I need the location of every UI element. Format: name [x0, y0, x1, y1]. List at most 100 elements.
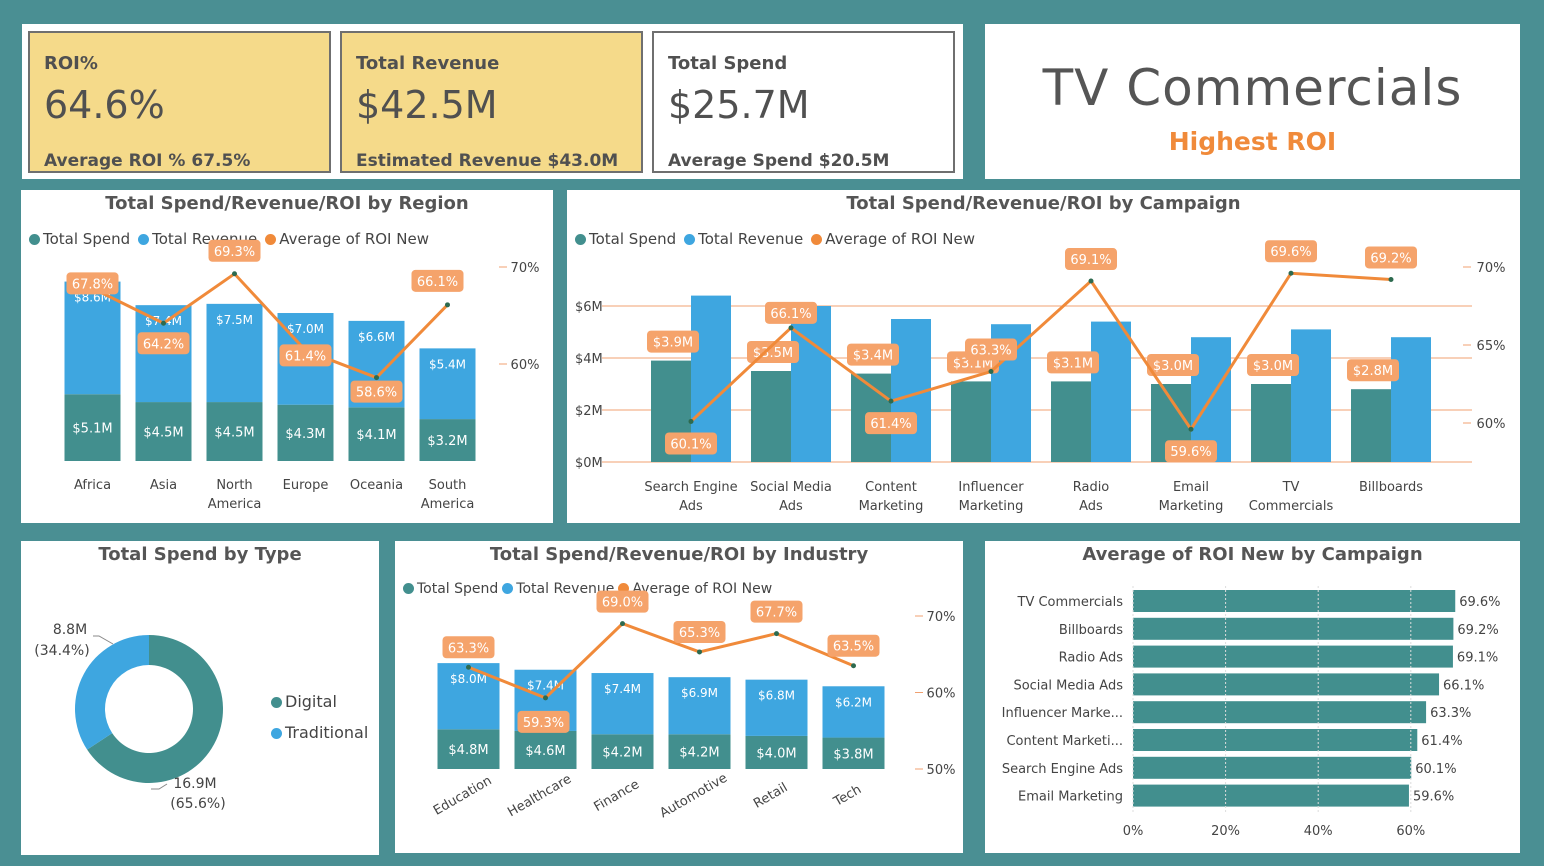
hero-subtitle: Highest ROI: [1168, 127, 1337, 156]
x-tick-label: 40%: [1304, 824, 1333, 839]
roi-data-label-bg: [673, 620, 726, 643]
region-chart: Total Spend/Revenue/ROI by Region Total …: [21, 190, 553, 523]
revenue-bar: [1391, 337, 1431, 462]
x-tick-label: Europe: [283, 478, 329, 493]
roi-data-label-bg: [647, 330, 699, 353]
legend-total-spend[interactable]: Total Spend: [575, 230, 676, 248]
legend-dot-icon: [271, 697, 282, 708]
roi-point: [697, 649, 702, 655]
legend-roi[interactable]: Average of ROI New: [811, 230, 975, 248]
y-tick-label: Social Media Ads: [1013, 678, 1123, 693]
roi-point: [1388, 276, 1394, 282]
campaign-legend: Total Spend Total Revenue Average of ROI N…: [575, 230, 983, 248]
x-tick-label: Retail: [751, 780, 790, 811]
roi-line: [689, 271, 1392, 432]
revenue-data-label: $8.0M: [450, 672, 487, 686]
x-tick-label: Influencer: [958, 480, 1024, 495]
kpi-spend-sub: Average Spend $20.5M: [668, 151, 890, 171]
roi-data-label: 61.4%: [870, 417, 911, 432]
roi-data-label: 63.5%: [833, 640, 874, 655]
y-tick-label: TV Commercials: [1017, 595, 1124, 610]
legend-total-spend[interactable]: Total Spend: [403, 581, 498, 597]
kpi-revenue-label: Total Revenue: [356, 53, 500, 74]
x-tick-label: Email: [1173, 480, 1209, 495]
slice-percent-label: (65.6%): [170, 796, 225, 812]
legend-roi[interactable]: Average of ROI New: [265, 230, 429, 248]
roi-data-label: 59.3%: [523, 716, 564, 731]
revenue-data-label: $6.6M: [358, 330, 395, 344]
roi-data-label: 60.1%: [670, 437, 711, 452]
legend-total-revenue[interactable]: Total Revenue: [684, 230, 803, 248]
roi-data-label: 66.1%: [770, 307, 811, 322]
legend-label: Digital: [285, 692, 337, 711]
legend-dot-icon: [502, 583, 514, 594]
legend-dot-icon: [29, 234, 40, 245]
roi-data-label: 69.6%: [1270, 245, 1311, 260]
legend-total-spend[interactable]: Total Spend: [29, 230, 130, 248]
revenue-bar: [64, 281, 121, 395]
x-tick-label: Finance: [591, 777, 642, 815]
y-tick-label: Billboards: [1059, 623, 1123, 638]
x-tick-label: Radio: [1073, 480, 1110, 495]
legend-digital[interactable]: Digital: [271, 686, 368, 717]
roi-data-label: $3.4M: [853, 349, 893, 364]
revenue-bar: [1291, 329, 1331, 462]
bar-data-label: 66.1%: [1443, 678, 1484, 693]
legend-dot-icon: [811, 234, 823, 245]
spend-data-label: $4.1M: [356, 428, 396, 443]
spend-bar: [822, 737, 885, 769]
roi-data-label-bg: [1065, 248, 1117, 271]
roi-point: [161, 320, 166, 326]
spend-bar: [437, 729, 500, 769]
y2-tick-label: 70%: [1477, 261, 1506, 276]
spend-data-label: $5.1M: [72, 422, 112, 437]
legend-dot-icon: [265, 234, 277, 245]
y-tick-label: $2M: [575, 404, 603, 419]
x-tick-label: America: [208, 497, 262, 512]
roi-data-label-bg: [596, 590, 649, 613]
y-tick-label: Influencer Marke...: [1002, 706, 1123, 721]
x-tick-label: Billboards: [1359, 480, 1423, 495]
legend-label: Total Spend: [589, 230, 677, 248]
x-tick-label: Automotive: [657, 771, 730, 822]
x-tick-label: 0%: [1123, 824, 1144, 839]
x-tick-label: Education: [431, 773, 495, 818]
legend-roi[interactable]: Average of ROI New: [618, 581, 772, 597]
roi-point: [374, 375, 379, 381]
legend-dot-icon: [684, 234, 696, 245]
roi-bar: [1133, 701, 1427, 724]
y-tick-label: $4M: [575, 352, 603, 367]
kpi-revenue: Total Revenue $42.5M Estimated Revenue $…: [340, 31, 643, 173]
spend-bar: [514, 730, 577, 769]
x-tick-label: America: [421, 497, 475, 512]
roi-data-label: 65.3%: [679, 626, 720, 641]
x-tick-label: Marketing: [1159, 499, 1224, 514]
leader-line: [93, 635, 114, 645]
type-chart-title: Total Spend by Type: [98, 544, 302, 565]
industry-chart-plot: 50% 60% 70% $4.8M $8.0M Education $4.6M $7.4M He…: [431, 590, 956, 822]
x-tick-label: Ads: [779, 499, 803, 514]
roi-data-label-bg: [765, 301, 817, 324]
legend-traditional[interactable]: Traditional: [271, 717, 368, 748]
donut-slice: [87, 635, 223, 783]
spend-bar: [206, 402, 263, 461]
spend-bar: [277, 404, 334, 461]
roi-point: [688, 418, 694, 424]
roi-data-label-bg: [411, 269, 464, 292]
y2-tick-label: 50%: [927, 763, 956, 778]
bar-data-label: 69.2%: [1457, 623, 1498, 638]
roi-data-label-bg: [1247, 354, 1299, 376]
roi-data-label-bg: [1047, 351, 1099, 374]
kpi-revenue-value: $42.5M: [356, 83, 498, 127]
roi-data-label-bg: [827, 634, 880, 657]
slice-percent-label: (34.4%): [34, 643, 89, 659]
roi-data-label: 67.8%: [72, 277, 113, 292]
legend-total-revenue[interactable]: Total Revenue: [502, 581, 614, 597]
roi-data-label-bg: [665, 432, 717, 455]
spend-bar: [419, 419, 476, 461]
roi-data-label: 59.6%: [1170, 445, 1211, 460]
x-tick-label: Healthcare: [505, 772, 574, 820]
y-tick-label: Email Marketing: [1018, 790, 1123, 805]
revenue-data-label: $6.9M: [681, 686, 718, 700]
revenue-data-label: $5.4M: [429, 357, 466, 371]
